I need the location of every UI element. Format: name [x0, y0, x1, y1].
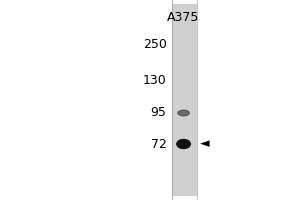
Bar: [0, 0, 171, 200]
Ellipse shape: [178, 110, 189, 116]
Text: 72: 72: [151, 138, 166, 150]
Bar: [172, 4, 197, 196]
Text: ◄: ◄: [200, 138, 209, 150]
Bar: [198, 0, 300, 200]
Ellipse shape: [177, 140, 190, 148]
Text: 130: 130: [143, 73, 166, 86]
Text: 95: 95: [151, 106, 166, 119]
Text: 250: 250: [142, 38, 167, 50]
Text: A375: A375: [167, 11, 199, 24]
